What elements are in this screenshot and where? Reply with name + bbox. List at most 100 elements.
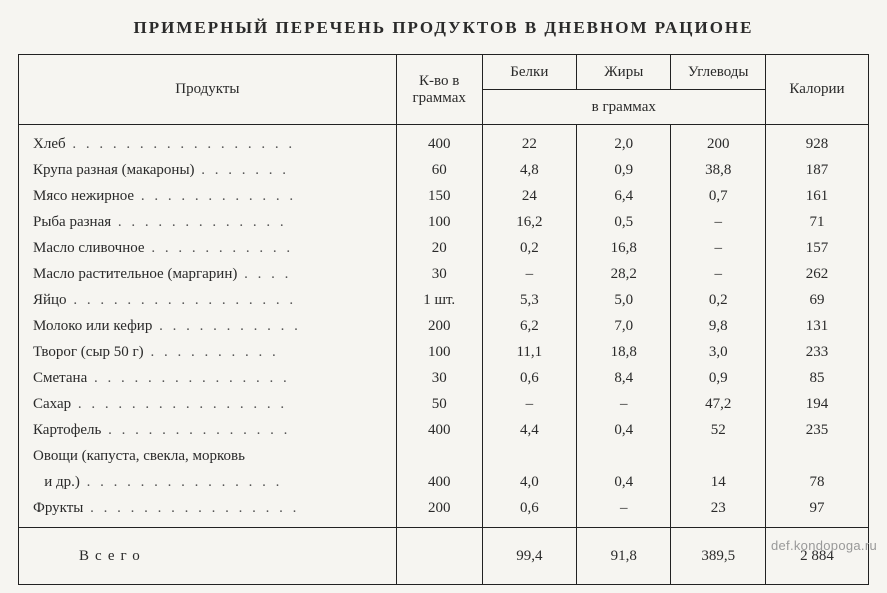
product-cell: Яйцо . . . . . . . . . . . . . . . . . [19, 287, 397, 313]
calories-cell: 157 [765, 235, 868, 261]
proteins-cell: 5,3 [482, 287, 576, 313]
leader-dots: . . . . . . . [195, 162, 290, 178]
leader-dots: . . . . . . . . . . . . . . . [80, 474, 283, 490]
leader-dots: . . . . . . . . . . . . . . . . [83, 500, 299, 516]
qty-cell: 1 шт. [396, 287, 482, 313]
calories-cell: 161 [765, 183, 868, 209]
product-label: Яйцо [33, 292, 67, 309]
product-cell: Масло сливочное . . . . . . . . . . . [19, 235, 397, 261]
proteins-cell: 22 [482, 125, 576, 158]
leader-dots: . . . . . . . . . . . [145, 240, 294, 256]
calories-cell: 71 [765, 209, 868, 235]
carbs-cell: 0,9 [671, 365, 765, 391]
proteins-cell: 24 [482, 183, 576, 209]
qty-cell: 200 [396, 313, 482, 339]
fats-cell [577, 443, 671, 469]
header-in-grams: в граммах [482, 90, 765, 125]
proteins-cell: – [482, 391, 576, 417]
qty-cell: 30 [396, 261, 482, 287]
qty-cell: 100 [396, 209, 482, 235]
product-cell: Творог (сыр 50 г) . . . . . . . . . . [19, 339, 397, 365]
carbs-cell: 0,7 [671, 183, 765, 209]
proteins-cell: 4,0 [482, 469, 576, 495]
leader-dots: . . . . . . . . . . . . . . . . . [66, 136, 296, 152]
total-fats: 91,8 [577, 528, 671, 585]
nutrition-table: Продукты К-во в граммах Белки Жиры Углев… [18, 54, 869, 585]
fats-cell: 28,2 [577, 261, 671, 287]
product-cell: Рыба разная . . . . . . . . . . . . . [19, 209, 397, 235]
carbs-cell: – [671, 235, 765, 261]
calories-cell: 194 [765, 391, 868, 417]
carbs-cell: 0,2 [671, 287, 765, 313]
total-proteins: 99,4 [482, 528, 576, 585]
qty-cell: 100 [396, 339, 482, 365]
qty-cell: 200 [396, 495, 482, 528]
fats-cell: 6,4 [577, 183, 671, 209]
calories-cell: 69 [765, 287, 868, 313]
calories-cell: 233 [765, 339, 868, 365]
product-label: Творог (сыр 50 г) [33, 344, 144, 361]
leader-dots: . . . . . . . . . . . . [134, 188, 296, 204]
qty-cell: 50 [396, 391, 482, 417]
carbs-cell: 14 [671, 469, 765, 495]
product-cell: Молоко или кефир . . . . . . . . . . . [19, 313, 397, 339]
leader-dots: . . . . . . . . . . . . . [111, 214, 287, 230]
qty-cell: 60 [396, 157, 482, 183]
fats-cell: 16,8 [577, 235, 671, 261]
fats-cell: 0,9 [577, 157, 671, 183]
calories-cell: 928 [765, 125, 868, 158]
proteins-cell: 4,8 [482, 157, 576, 183]
product-cell: Хлеб . . . . . . . . . . . . . . . . . [19, 125, 397, 158]
carbs-cell: 9,8 [671, 313, 765, 339]
product-label: Хлеб [33, 136, 66, 153]
proteins-cell: 4,4 [482, 417, 576, 443]
product-cell: Крупа разная (макароны) . . . . . . . [19, 157, 397, 183]
calories-cell: 131 [765, 313, 868, 339]
fats-cell: – [577, 391, 671, 417]
header-product: Продукты [19, 55, 397, 125]
carbs-cell [671, 443, 765, 469]
qty-cell: 150 [396, 183, 482, 209]
calories-cell: 262 [765, 261, 868, 287]
product-cell: Картофель . . . . . . . . . . . . . . [19, 417, 397, 443]
product-cell: Масло растительное (маргарин) . . . . [19, 261, 397, 287]
page-title: ПРИМЕРНЫЙ ПЕРЕЧЕНЬ ПРОДУКТОВ В ДНЕВНОМ Р… [18, 18, 869, 38]
header-fats: Жиры [577, 55, 671, 90]
proteins-cell: 11,1 [482, 339, 576, 365]
product-label: Сахар [33, 396, 71, 413]
total-label: Всего [19, 528, 397, 585]
qty-cell: 400 [396, 125, 482, 158]
proteins-cell [482, 443, 576, 469]
carbs-cell: 23 [671, 495, 765, 528]
carbs-cell: – [671, 261, 765, 287]
carbs-cell: 3,0 [671, 339, 765, 365]
proteins-cell: 6,2 [482, 313, 576, 339]
product-label: и др.) [33, 474, 80, 491]
product-cell: Сахар . . . . . . . . . . . . . . . . [19, 391, 397, 417]
qty-cell: 20 [396, 235, 482, 261]
qty-cell: 400 [396, 417, 482, 443]
leader-dots: . . . . [237, 266, 291, 282]
header-qty: К-во в граммах [396, 55, 482, 125]
product-label: Картофель [33, 422, 101, 439]
calories-cell: 85 [765, 365, 868, 391]
fats-cell: 8,4 [577, 365, 671, 391]
total-qty [396, 528, 482, 585]
qty-cell: 30 [396, 365, 482, 391]
product-label: Молоко или кефир [33, 318, 152, 335]
carbs-cell: 47,2 [671, 391, 765, 417]
product-cell: Фрукты . . . . . . . . . . . . . . . . [19, 495, 397, 528]
calories-cell: 78 [765, 469, 868, 495]
product-label: Сметана [33, 370, 87, 387]
total-calories: 2 884 [765, 528, 868, 585]
calories-cell: 235 [765, 417, 868, 443]
leader-dots: . . . . . . . . . . . . . . . [87, 370, 290, 386]
fats-cell: 0,5 [577, 209, 671, 235]
calories-cell: 187 [765, 157, 868, 183]
proteins-cell: 0,6 [482, 365, 576, 391]
product-cell: Овощи (капуста, свекла, морковь [19, 443, 397, 469]
proteins-cell: 16,2 [482, 209, 576, 235]
carbs-cell: 200 [671, 125, 765, 158]
total-carbs: 389,5 [671, 528, 765, 585]
fats-cell: 0,4 [577, 469, 671, 495]
